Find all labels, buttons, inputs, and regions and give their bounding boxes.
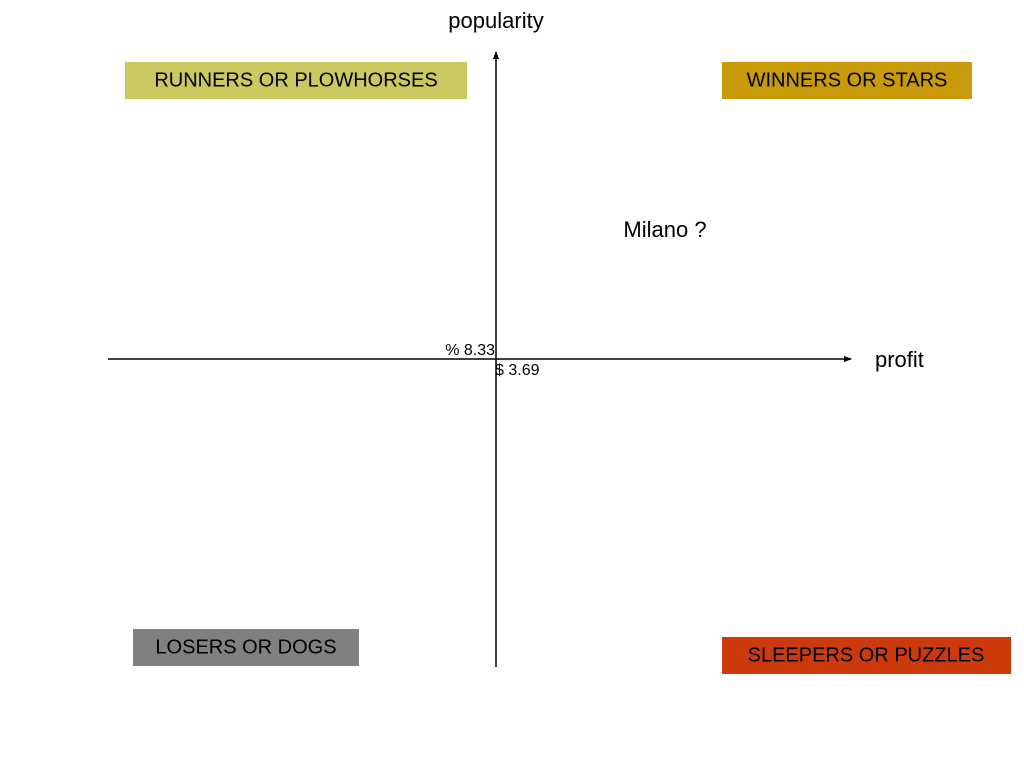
y-axis-label: popularity [448, 8, 543, 33]
quadrant-label: LOSERS OR DOGS [155, 636, 336, 658]
origin-x-value: $ 3.69 [495, 362, 540, 379]
quadrant-box [125, 62, 467, 99]
quadrant-box [133, 629, 359, 666]
menu-item: Milano ? [623, 217, 706, 242]
quadrant-label: WINNERS OR STARS [747, 69, 948, 91]
origin-y-value: % 8.33 [445, 342, 495, 359]
quadrant-label: RUNNERS OR PLOWHORSES [154, 69, 437, 91]
quadrant-box [722, 62, 972, 99]
quadrant-box [722, 637, 1011, 674]
quadrant-label: SLEEPERS OR PUZZLES [748, 644, 985, 666]
x-axis-label: profit [875, 347, 924, 372]
